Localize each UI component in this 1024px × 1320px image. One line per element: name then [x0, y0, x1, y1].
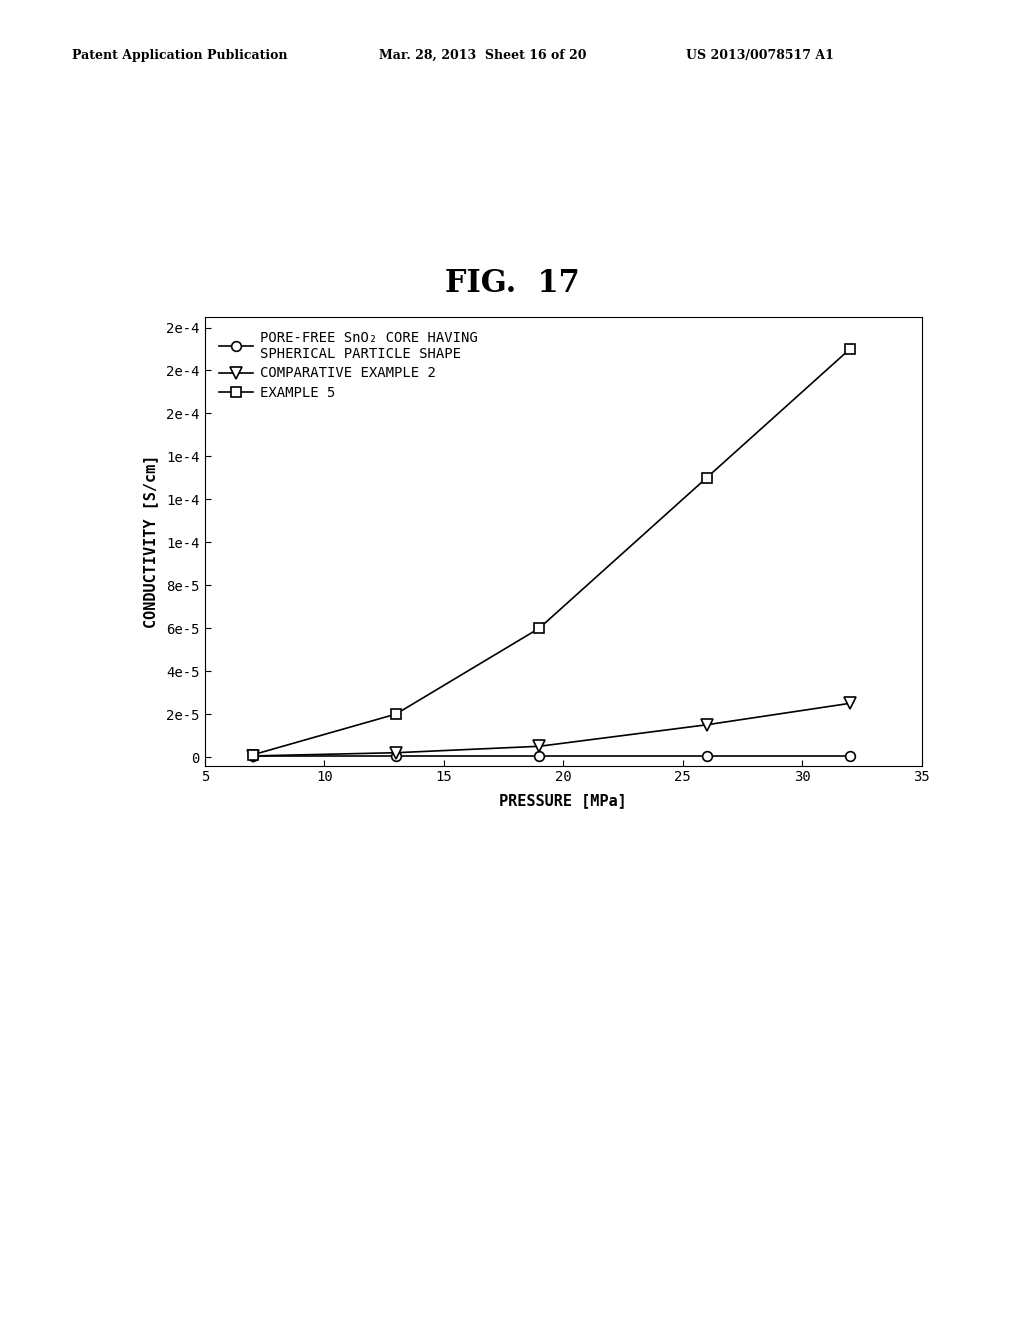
X-axis label: PRESSURE [MPa]: PRESSURE [MPa] [500, 793, 627, 808]
Text: US 2013/0078517 A1: US 2013/0078517 A1 [686, 49, 834, 62]
Text: Mar. 28, 2013  Sheet 16 of 20: Mar. 28, 2013 Sheet 16 of 20 [379, 49, 587, 62]
Text: FIG.  17: FIG. 17 [444, 268, 580, 300]
Text: Patent Application Publication: Patent Application Publication [72, 49, 287, 62]
Y-axis label: CONDUCTIVITY [S/cm]: CONDUCTIVITY [S/cm] [143, 454, 158, 628]
Legend: PORE-FREE SnO₂ CORE HAVING
SPHERICAL PARTICLE SHAPE, COMPARATIVE EXAMPLE 2, EXAM: PORE-FREE SnO₂ CORE HAVING SPHERICAL PAR… [212, 323, 485, 407]
